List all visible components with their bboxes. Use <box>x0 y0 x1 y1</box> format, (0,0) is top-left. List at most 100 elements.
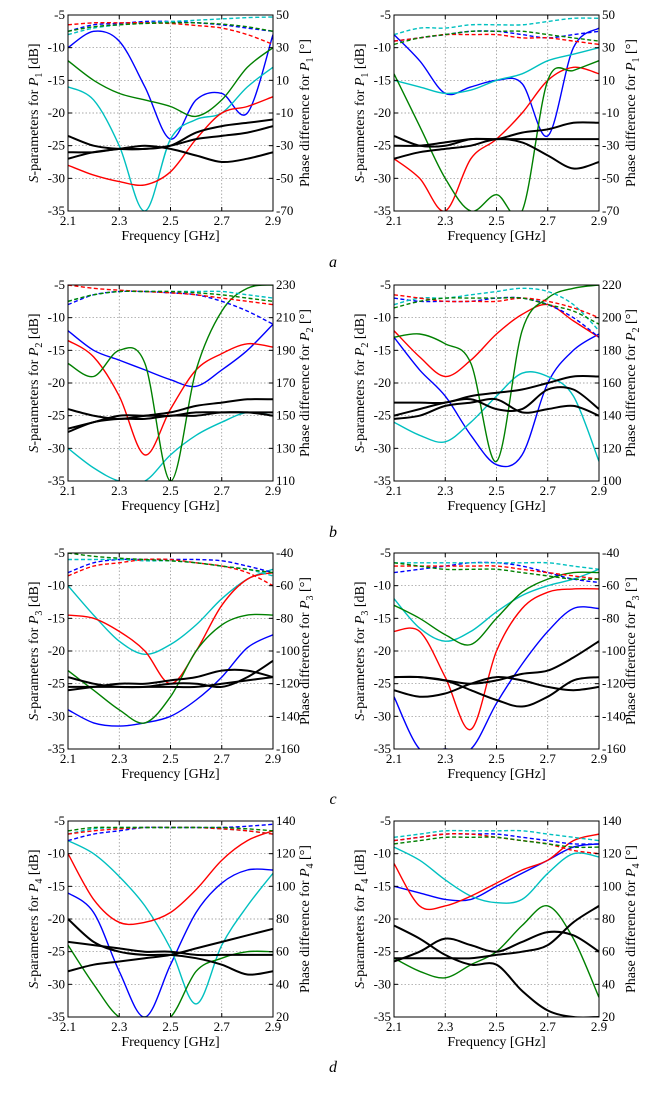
y2-tick-label: 50 <box>276 7 289 22</box>
x-axis-label: Frequency [GHz] <box>121 1035 219 1050</box>
series-line-3 <box>394 285 599 463</box>
x-tick-label: 2.9 <box>591 751 607 766</box>
y2-tick-label: 60 <box>276 944 289 959</box>
series-line-5 <box>394 386 599 417</box>
y2-tick-label: 20 <box>276 1009 289 1024</box>
y-tick-label: -35 <box>48 741 65 756</box>
y-tick-label: -35 <box>374 473 391 488</box>
series-line-7 <box>68 823 273 842</box>
y-tick-label: -30 <box>48 440 65 455</box>
series-line-9 <box>394 294 599 319</box>
y2-tick-label: -70 <box>602 203 619 218</box>
series-line-4 <box>68 398 273 420</box>
series-line-6 <box>394 675 599 708</box>
series-line-10 <box>394 836 599 849</box>
x-tick-label: 2.3 <box>111 483 127 498</box>
y2-tick-label: -80 <box>602 610 619 625</box>
series-line-6 <box>394 137 599 170</box>
y2-tick-label: 40 <box>602 976 615 991</box>
x-tick-label: 2.3 <box>111 213 127 228</box>
y-tick-label: -10 <box>48 310 65 325</box>
series-line-9 <box>68 558 273 587</box>
series-line-9 <box>394 33 599 46</box>
y-tick-label: -35 <box>48 1009 65 1024</box>
y-tick-label: -5 <box>54 813 65 828</box>
series-line-2 <box>68 96 273 186</box>
series-line-3 <box>68 285 273 481</box>
x-tick-label: 2.3 <box>111 1019 127 1034</box>
series-line-10 <box>68 553 273 574</box>
series-line-6 <box>68 927 273 973</box>
chart-c-right: 2.1 2.3 2.5 2.7 2.9 -35 -30 -25 -20 -15 -10 -5 -160 -… <box>353 545 642 782</box>
y-tick-label: -15 <box>374 878 391 893</box>
series-group <box>68 285 273 481</box>
x-tick-label: 2.1 <box>60 213 76 228</box>
series-line-3 <box>68 613 273 724</box>
y-axis-label: S-parameters for P3 [dB] <box>353 581 371 720</box>
caption-c: c <box>329 791 336 808</box>
y2-tick-label: -50 <box>276 170 293 185</box>
series-line-9 <box>68 285 273 306</box>
x-tick-label: 2.7 <box>214 1019 231 1034</box>
x-tick-label: 2.7 <box>540 213 557 228</box>
series-group <box>68 16 273 211</box>
y-tick-label: -20 <box>374 911 391 926</box>
series-line-5 <box>68 940 273 957</box>
y-axis-label: S-parameters for P2 [dB] <box>27 313 45 452</box>
y-tick-label: -5 <box>54 7 65 22</box>
x-tick-label: 2.1 <box>60 751 76 766</box>
series-line-0 <box>394 333 599 468</box>
y-tick-label: -15 <box>374 342 391 357</box>
y2-tick-label: -160 <box>602 741 626 756</box>
y-tick-label: -35 <box>48 473 65 488</box>
x-tick-label: 2.9 <box>265 483 281 498</box>
y2-tick-label: -60 <box>602 578 619 593</box>
y2-tick-label: 50 <box>602 7 615 22</box>
y-tick-label: -10 <box>48 846 65 861</box>
y2-tick-label: 80 <box>276 911 289 926</box>
y-tick-label: -30 <box>374 976 391 991</box>
x-tick-label: 2.3 <box>437 1019 453 1034</box>
series-line-9 <box>68 21 273 46</box>
series-line-10 <box>394 562 599 581</box>
grid <box>68 821 273 1017</box>
y2-tick-label: 120 <box>602 440 622 455</box>
series-line-1 <box>68 66 273 211</box>
y-tick-label: -15 <box>374 72 391 87</box>
series-line-10 <box>394 296 599 325</box>
chart-a-left: 2.1 2.3 2.5 2.7 2.9 -35 -30 -25 -20 -15 -10 -5 -70 -5… <box>27 7 316 244</box>
series-line-8 <box>394 287 599 332</box>
x-tick-label: 2.5 <box>488 213 504 228</box>
y2-axis-label: Phase difference for P4 [°] <box>298 845 316 993</box>
x-tick-label: 2.3 <box>111 751 127 766</box>
x-tick-label: 2.3 <box>437 751 453 766</box>
y-axis-label: S-parameters for P4 [dB] <box>27 849 45 988</box>
y2-tick-label: -70 <box>276 203 293 218</box>
y-tick-label: -20 <box>48 375 65 390</box>
y-axis-label: S-parameters for P1 [dB] <box>27 43 45 182</box>
y-tick-label: -5 <box>54 545 65 560</box>
x-tick-label: 2.7 <box>214 213 231 228</box>
chart-b-left: 2.1 2.3 2.5 2.7 2.9 -35 -30 -25 -20 -15 -10 -5 110 13… <box>27 277 316 514</box>
x-tick-label: 2.9 <box>265 213 281 228</box>
y-axis-label: S-parameters for P4 [dB] <box>353 849 371 988</box>
x-tick-label: 2.5 <box>488 483 504 498</box>
x-tick-label: 2.1 <box>386 483 402 498</box>
x-tick-label: 2.7 <box>214 751 231 766</box>
y2-tick-label: 200 <box>602 310 622 325</box>
series-line-3 <box>394 60 599 211</box>
caption-b: b <box>329 524 337 541</box>
x-tick-label: 2.1 <box>60 483 76 498</box>
y2-tick-label: -40 <box>602 545 619 560</box>
chart-d-right: 2.1 2.3 2.5 2.7 2.9 -35 -30 -25 -20 -15 -10 -5 20 40 6… <box>353 813 642 1050</box>
y-tick-label: -5 <box>54 277 65 292</box>
series-line-10 <box>68 290 273 302</box>
y-tick-label: -20 <box>374 643 391 658</box>
series-line-3 <box>68 944 273 1017</box>
y2-tick-label: 230 <box>276 277 296 292</box>
y2-tick-label: -160 <box>276 741 300 756</box>
series-line-0 <box>394 843 599 902</box>
y2-tick-label: 180 <box>602 342 622 357</box>
series-line-9 <box>68 826 273 835</box>
y2-tick-label: 170 <box>276 375 296 390</box>
